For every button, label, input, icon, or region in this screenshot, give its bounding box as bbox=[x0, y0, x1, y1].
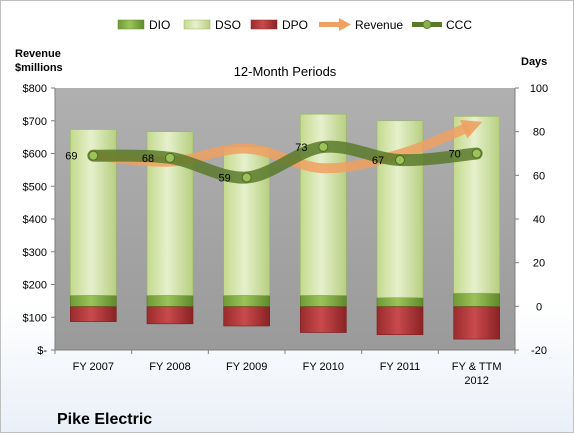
left-tick-label-700: $700 bbox=[23, 116, 47, 128]
left-tick-label-200: $200 bbox=[23, 280, 47, 292]
legend-label-dpo: DPO bbox=[282, 18, 308, 32]
ccc-point-5 bbox=[471, 148, 482, 159]
right-tick-label-0: -20 bbox=[531, 345, 547, 357]
right-tick-label-2: 20 bbox=[533, 258, 545, 270]
legend-swatch-dio bbox=[117, 19, 145, 30]
bar-dio-5 bbox=[453, 292, 500, 307]
chart-title: 12-Month Periods bbox=[234, 64, 337, 79]
right-tick-label-4: 60 bbox=[533, 170, 545, 182]
ccc-point-0 bbox=[88, 150, 99, 161]
bar-dpo-4 bbox=[376, 306, 424, 336]
left-axis-label-line1: Revenue bbox=[15, 48, 61, 60]
right-tick-label-5: 80 bbox=[533, 127, 545, 139]
bar-dpo-0 bbox=[70, 306, 117, 322]
ccc-point-4 bbox=[395, 155, 405, 166]
x-tick-label-1: FY 2008 bbox=[149, 361, 190, 373]
left-tick-label-300: $300 bbox=[23, 247, 47, 259]
legend-swatch-dso bbox=[183, 19, 211, 30]
ccc-label-2: 59 bbox=[219, 173, 231, 185]
legend-swatch-dpo bbox=[250, 19, 278, 30]
x-tick-label-0: FY 2007 bbox=[73, 361, 114, 373]
left-tick-label-: $- bbox=[37, 345, 47, 357]
left-tick-label-800: $800 bbox=[23, 83, 47, 95]
right-axis-label: Days bbox=[521, 56, 547, 68]
right-tick-label-6: 100 bbox=[530, 83, 548, 95]
legend-swatch-revenue bbox=[319, 18, 351, 31]
bar-dio-1 bbox=[146, 295, 194, 307]
legend-swatch-ccc bbox=[412, 20, 442, 29]
legend-label-revenue: Revenue bbox=[355, 18, 403, 32]
legend-label-dio: DIO bbox=[149, 18, 170, 32]
ccc-label-0: 69 bbox=[65, 151, 77, 163]
bar-dpo-1 bbox=[146, 306, 194, 325]
left-tick-label-600: $600 bbox=[23, 149, 47, 161]
left-tick-label-100: $100 bbox=[23, 312, 47, 324]
ccc-label-5: 70 bbox=[449, 149, 461, 161]
plot-area bbox=[55, 88, 515, 350]
legend: DIO DSO DPO Revenue CCC bbox=[117, 18, 472, 32]
left-tick-label-400: $400 bbox=[23, 214, 47, 226]
legend-label-ccc: CCC bbox=[446, 18, 472, 32]
left-tick-label-500: $500 bbox=[23, 181, 47, 193]
bar-dio-0 bbox=[70, 295, 117, 307]
x-tick-label-3: FY 2010 bbox=[303, 361, 344, 373]
left-axis-label-line2: $millions bbox=[15, 62, 63, 74]
bar-dpo-5 bbox=[453, 306, 500, 340]
x-tick-label-2: FY 2009 bbox=[226, 361, 267, 373]
x-tick-label-5: FY & TTM bbox=[452, 361, 502, 373]
ccc-point-1 bbox=[165, 152, 175, 163]
ccc-label-4: 67 bbox=[372, 155, 384, 167]
x-tick-label-5-line2: 2012 bbox=[464, 375, 488, 387]
bar-dio-4 bbox=[376, 297, 424, 307]
bar-dpo-2 bbox=[223, 306, 270, 327]
bar-dio-3 bbox=[300, 295, 347, 307]
right-tick-label-3: 40 bbox=[533, 214, 545, 226]
bar-dpo-3 bbox=[300, 306, 347, 333]
ccc-label-3: 73 bbox=[295, 142, 307, 154]
bar-dio-2 bbox=[223, 295, 270, 307]
ccc-point-3 bbox=[318, 141, 329, 152]
axes-layer: $- $100 $200 $300 $400 $500 $600 $700 $800 -20 0 20… bbox=[23, 83, 549, 387]
right-tick-label-1: 0 bbox=[536, 301, 542, 313]
ccc-label-1: 68 bbox=[142, 153, 154, 165]
company-name: Pike Electric bbox=[57, 411, 152, 428]
ccc-point-2 bbox=[241, 172, 252, 183]
x-tick-label-4: FY 2011 bbox=[380, 361, 421, 373]
legend-label-dso: DSO bbox=[215, 18, 241, 32]
revenue-arrowhead bbox=[459, 119, 483, 139]
bar-dso-5 bbox=[453, 116, 500, 294]
bars-layer bbox=[70, 113, 500, 340]
lines-layer: 69 68 59 73 67 70 bbox=[65, 119, 483, 185]
